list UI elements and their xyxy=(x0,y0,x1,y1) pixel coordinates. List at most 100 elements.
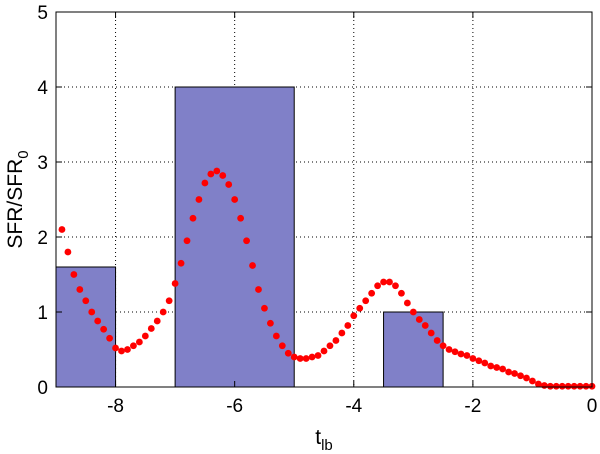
scatter-point xyxy=(124,346,131,353)
scatter-point xyxy=(505,368,513,376)
scatter-point xyxy=(445,346,453,353)
y-tick-label: 1 xyxy=(37,303,48,324)
scatter-point xyxy=(94,317,102,325)
y-tick-label: 2 xyxy=(37,228,48,249)
scatter-point xyxy=(415,316,423,323)
scatter-point xyxy=(511,370,518,377)
scatter-point xyxy=(570,382,578,390)
x-tick-label: -4 xyxy=(345,396,362,417)
scatter-point xyxy=(290,353,298,361)
scatter-point xyxy=(201,179,209,187)
x-axis-label: tlb xyxy=(315,426,333,454)
scatter-point xyxy=(457,350,465,358)
scatter-point xyxy=(76,286,84,293)
scatter-point xyxy=(88,308,96,316)
scatter-point xyxy=(374,282,381,290)
scatter-point xyxy=(499,365,507,373)
scatter-point xyxy=(153,317,161,325)
scatter-point xyxy=(243,237,250,245)
scatter-point xyxy=(237,214,245,222)
scatter-point xyxy=(409,308,417,316)
scatter-point xyxy=(106,334,113,342)
scatter-point xyxy=(225,181,233,188)
y-tick-label: 4 xyxy=(37,78,48,99)
scatter-point xyxy=(64,248,72,256)
scatter-point xyxy=(183,237,191,245)
scatter-point xyxy=(207,170,215,178)
scatter-point xyxy=(546,382,554,390)
scatter-point xyxy=(433,337,441,344)
scatter-point xyxy=(267,319,274,327)
scatter-point xyxy=(403,299,411,307)
scatter-point xyxy=(576,382,584,390)
scatter-point xyxy=(284,349,292,357)
scatter-point xyxy=(278,342,286,350)
scatter-point xyxy=(308,353,316,361)
scatter-point xyxy=(338,329,346,337)
scatter-point xyxy=(552,382,560,390)
scatter-point xyxy=(344,322,352,329)
scatter-point xyxy=(427,329,435,337)
scatter-point xyxy=(70,271,78,278)
scatter-point xyxy=(380,278,387,286)
scatter-point xyxy=(141,332,149,340)
scatter-points xyxy=(58,167,596,390)
scatter-point xyxy=(540,382,548,389)
scatter-point xyxy=(535,380,542,388)
plot-frame xyxy=(55,11,593,388)
scatter-point xyxy=(165,297,173,305)
y-ticks: 0 1 2 3 4 5 xyxy=(37,3,592,399)
scatter-point xyxy=(177,259,185,267)
scatter-point xyxy=(362,297,370,305)
scatter-point xyxy=(302,355,310,362)
scatter-point xyxy=(368,289,376,297)
scatter-point xyxy=(261,304,268,312)
scatter-point xyxy=(350,312,358,320)
histogram-bar xyxy=(174,86,295,388)
y-axis-label: SFR/SFR0 xyxy=(4,150,32,248)
scatter-point xyxy=(517,372,524,380)
scatter-point xyxy=(171,280,179,287)
grid-lines xyxy=(56,11,593,388)
x-tick-label: 0 xyxy=(587,396,598,417)
histogram-bars xyxy=(55,86,444,388)
histogram-bar xyxy=(383,311,444,388)
scatter-point xyxy=(130,342,137,350)
scatter-point xyxy=(249,262,256,269)
scatter-point xyxy=(58,226,66,233)
y-tick-label: 0 xyxy=(37,378,48,399)
scatter-point xyxy=(320,347,328,355)
scatter-point xyxy=(564,382,572,390)
scatter-point xyxy=(356,304,364,312)
y-tick-label: 5 xyxy=(37,3,48,24)
y-axis-label-sub: 0 xyxy=(15,150,32,158)
x-tick-label: -2 xyxy=(464,396,481,417)
x-axis-label-main: t xyxy=(315,426,321,449)
y-axis-label-main: SFR/SFR xyxy=(4,159,27,249)
scatter-point xyxy=(189,214,197,222)
scatter-point xyxy=(475,357,483,365)
scatter-point xyxy=(326,342,334,350)
scatter-point xyxy=(558,382,566,390)
scatter-point xyxy=(82,297,90,305)
x-ticks: -8 -6 -4 -2 0 xyxy=(107,12,597,417)
x-tick-label: -8 xyxy=(107,396,124,417)
scatter-point xyxy=(195,196,203,203)
x-axis-label-sub: lb xyxy=(321,437,333,454)
scatter-point xyxy=(213,167,221,175)
x-tick-label: -6 xyxy=(226,396,243,417)
scatter-point xyxy=(255,286,262,293)
scatter-point xyxy=(582,382,590,390)
scatter-point xyxy=(231,196,239,203)
scatter-point xyxy=(523,374,530,382)
scatter-point xyxy=(451,348,459,356)
scatter-point xyxy=(332,337,340,344)
scatter-point xyxy=(100,325,108,333)
scatter-point xyxy=(112,344,119,352)
scatter-point xyxy=(439,342,447,350)
scatter-point xyxy=(398,289,405,297)
scatter-point xyxy=(481,359,489,367)
scatter-point xyxy=(296,355,304,362)
histogram-bar xyxy=(55,266,117,388)
